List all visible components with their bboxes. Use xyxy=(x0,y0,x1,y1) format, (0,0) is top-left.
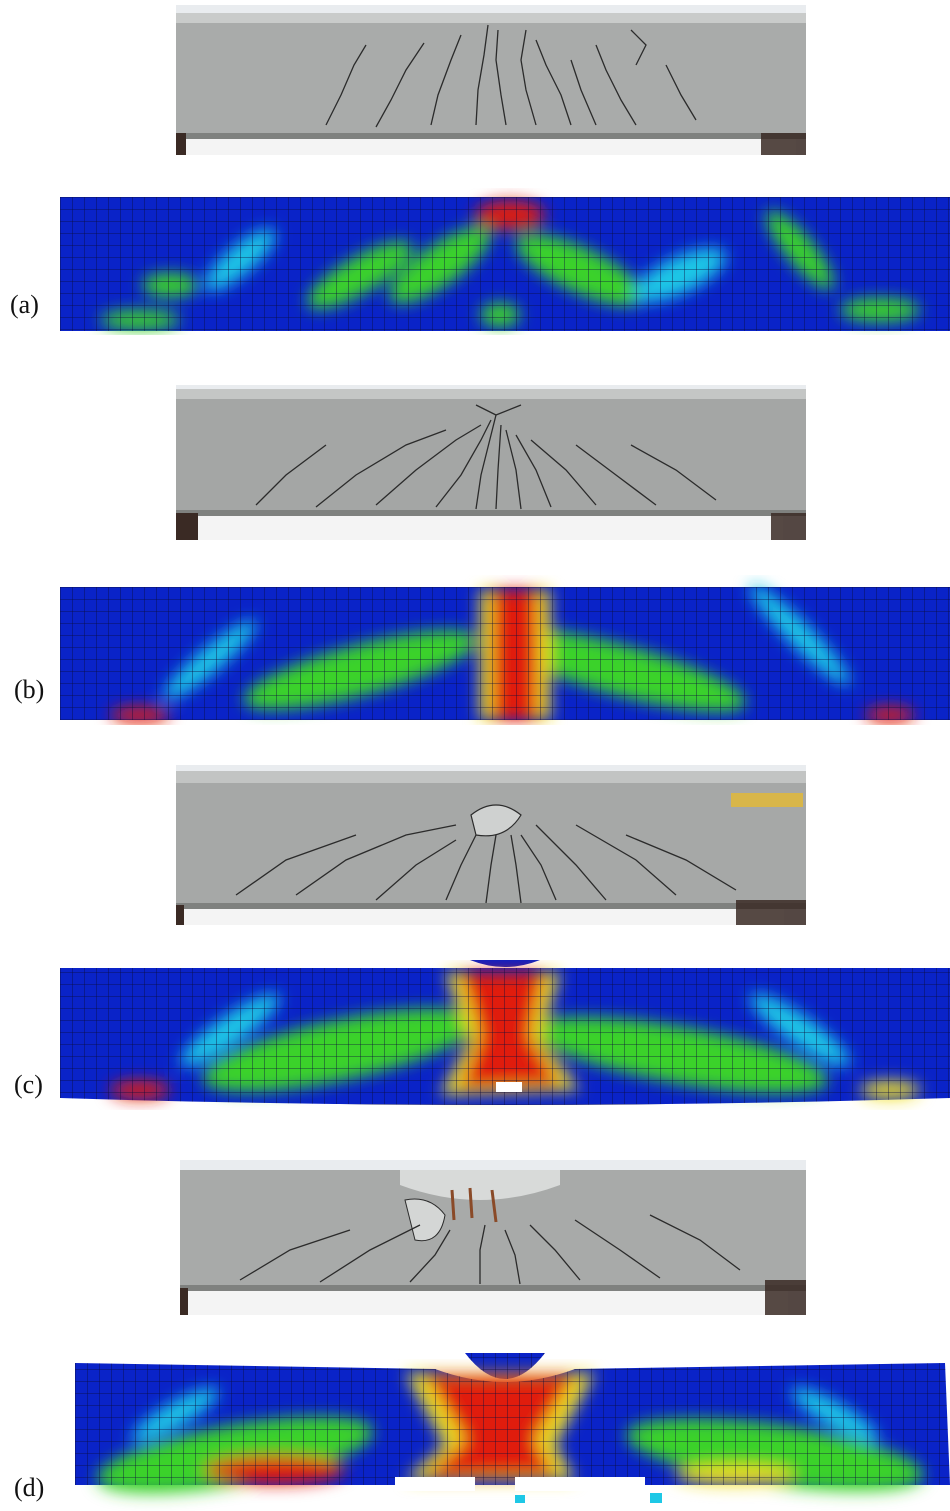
panel-label-a: (a) xyxy=(10,290,39,319)
beam-photo-b xyxy=(176,385,806,540)
panel-label-b: (b) xyxy=(14,675,45,704)
beam-photo-c xyxy=(176,765,806,925)
panel-c: (c) xyxy=(0,765,950,1145)
beam-photo-d xyxy=(180,1160,806,1315)
fem-contour-c xyxy=(60,960,950,1110)
fem-contour-a xyxy=(60,185,950,335)
fem-contour-d xyxy=(75,1345,950,1511)
panel-b: (b) xyxy=(0,385,950,735)
panel-label-c: (c) xyxy=(14,1070,43,1099)
panel-a: (a) xyxy=(0,0,950,345)
fem-contour-b xyxy=(60,575,950,725)
panel-label-d: (d) xyxy=(14,1473,45,1502)
panel-d: (d) xyxy=(0,1155,950,1511)
beam-photo-a xyxy=(176,5,806,155)
